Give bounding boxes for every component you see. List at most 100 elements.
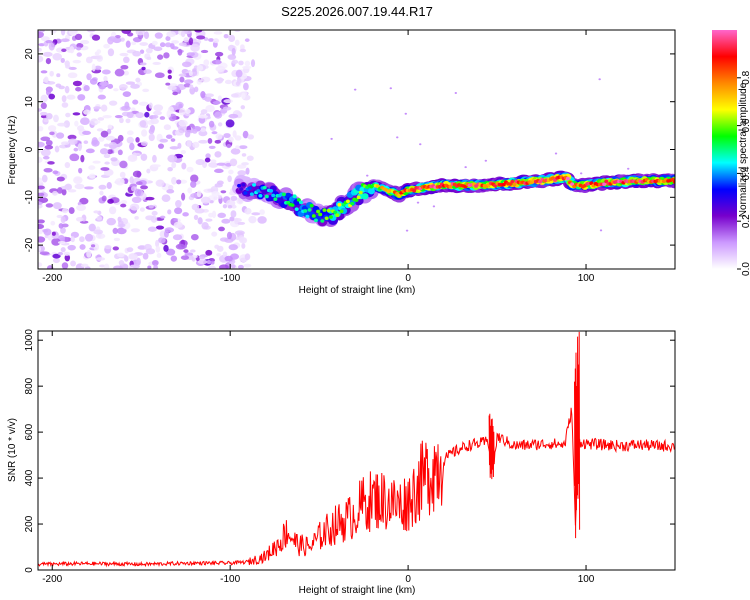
noise-blob bbox=[130, 83, 140, 89]
noise-blob bbox=[152, 154, 157, 163]
noise-blob bbox=[183, 79, 194, 84]
noise-blob bbox=[208, 120, 215, 128]
noise-blob bbox=[40, 136, 51, 142]
y-tick-label: 10 bbox=[24, 96, 35, 108]
noise-blob bbox=[118, 223, 126, 228]
noise-blob bbox=[114, 68, 125, 77]
noise-blob bbox=[239, 236, 247, 244]
noise-blob bbox=[115, 177, 125, 186]
noise-blob bbox=[102, 115, 112, 119]
noise-blob bbox=[167, 85, 177, 91]
noise-blob bbox=[104, 161, 110, 165]
noise-blob bbox=[50, 220, 56, 226]
noise-blob bbox=[222, 251, 228, 258]
noise-blob bbox=[118, 84, 128, 90]
noise-blob bbox=[75, 216, 84, 222]
noise-blob bbox=[143, 69, 152, 74]
y-tick-label: 200 bbox=[24, 515, 35, 532]
noise-blob bbox=[139, 62, 147, 66]
noise-blob bbox=[126, 111, 134, 119]
noise-blob bbox=[117, 216, 122, 223]
noise-blob bbox=[193, 214, 199, 220]
noise-blob bbox=[205, 249, 213, 256]
noise-blob bbox=[64, 161, 71, 169]
x-tick-label: 0 bbox=[405, 574, 411, 585]
noise-blob bbox=[419, 143, 422, 146]
noise-blob bbox=[146, 168, 151, 174]
noise-blob bbox=[45, 88, 52, 96]
noise-blob bbox=[86, 250, 92, 258]
noise-blob bbox=[204, 93, 214, 98]
noise-blob bbox=[222, 106, 232, 111]
noise-blob bbox=[57, 240, 66, 245]
noise-blob bbox=[72, 59, 82, 64]
noise-blob bbox=[170, 255, 178, 262]
x-tick-label: 100 bbox=[578, 273, 595, 284]
noise-blob bbox=[38, 149, 42, 154]
noise-blob bbox=[214, 183, 223, 188]
noise-blob bbox=[214, 111, 223, 119]
noise-blob bbox=[187, 187, 193, 194]
noise-blob bbox=[38, 219, 45, 224]
noise-blob bbox=[52, 202, 62, 210]
ridge-blob bbox=[337, 202, 342, 207]
noise-blob bbox=[45, 113, 53, 120]
noise-blob bbox=[228, 34, 236, 43]
noise-blob bbox=[72, 80, 83, 87]
x-tick-label: -200 bbox=[42, 273, 62, 284]
noise-blob bbox=[40, 102, 47, 110]
noise-blob bbox=[218, 226, 225, 232]
noise-blob bbox=[80, 154, 85, 163]
ridge-blob bbox=[294, 207, 299, 211]
ridge-blob bbox=[252, 183, 257, 187]
noise-blob bbox=[74, 177, 82, 181]
noise-blob bbox=[186, 52, 195, 57]
noise-blob bbox=[216, 253, 222, 257]
noise-blob bbox=[112, 227, 118, 234]
noise-blob bbox=[43, 167, 53, 173]
colorbar-tick-label: 0.2 bbox=[741, 214, 750, 228]
noise-blob bbox=[72, 112, 81, 116]
noise-blob bbox=[67, 138, 78, 145]
noise-blob bbox=[68, 66, 77, 70]
noise-blob bbox=[151, 164, 161, 168]
noise-blob bbox=[155, 179, 165, 187]
noise-blob bbox=[60, 216, 66, 224]
noise-blob bbox=[171, 162, 177, 169]
noise-blob bbox=[234, 217, 239, 225]
noise-blob bbox=[228, 113, 239, 119]
y-tick-label: 20 bbox=[24, 48, 35, 60]
noise-blob bbox=[103, 263, 110, 269]
noise-blob bbox=[177, 124, 188, 133]
noise-blob bbox=[103, 154, 111, 159]
ridge-blob bbox=[281, 192, 286, 197]
noise-blob bbox=[154, 32, 163, 39]
noise-blob bbox=[95, 233, 106, 240]
noise-blob bbox=[231, 264, 236, 269]
noise-blob bbox=[159, 138, 169, 143]
noise-blob bbox=[147, 226, 157, 232]
noise-blob bbox=[143, 31, 150, 39]
noise-blob bbox=[89, 78, 98, 85]
noise-blob bbox=[224, 255, 233, 262]
noise-blob bbox=[92, 160, 101, 164]
noise-blob bbox=[136, 181, 143, 185]
noise-blob bbox=[38, 227, 44, 235]
noise-blob bbox=[114, 115, 123, 119]
colorbar: 0.0 0.2 0.4 0.6 0.8 Normalized spectral ampl… bbox=[712, 30, 750, 276]
y-tick-label: 400 bbox=[24, 469, 35, 486]
noise-blob bbox=[155, 225, 165, 230]
noise-blob bbox=[157, 143, 165, 149]
noise-blob bbox=[57, 251, 64, 256]
noise-blob bbox=[91, 139, 100, 147]
noise-blob bbox=[42, 51, 53, 57]
noise-blob bbox=[56, 176, 65, 182]
noise-blob bbox=[84, 233, 94, 242]
noise-blob bbox=[223, 99, 233, 104]
ridge-blob bbox=[290, 203, 295, 207]
noise-blob bbox=[140, 141, 148, 147]
noise-blob bbox=[238, 60, 244, 66]
noise-blob bbox=[244, 207, 252, 215]
noise-blob bbox=[129, 176, 134, 184]
noise-blob bbox=[48, 93, 56, 100]
